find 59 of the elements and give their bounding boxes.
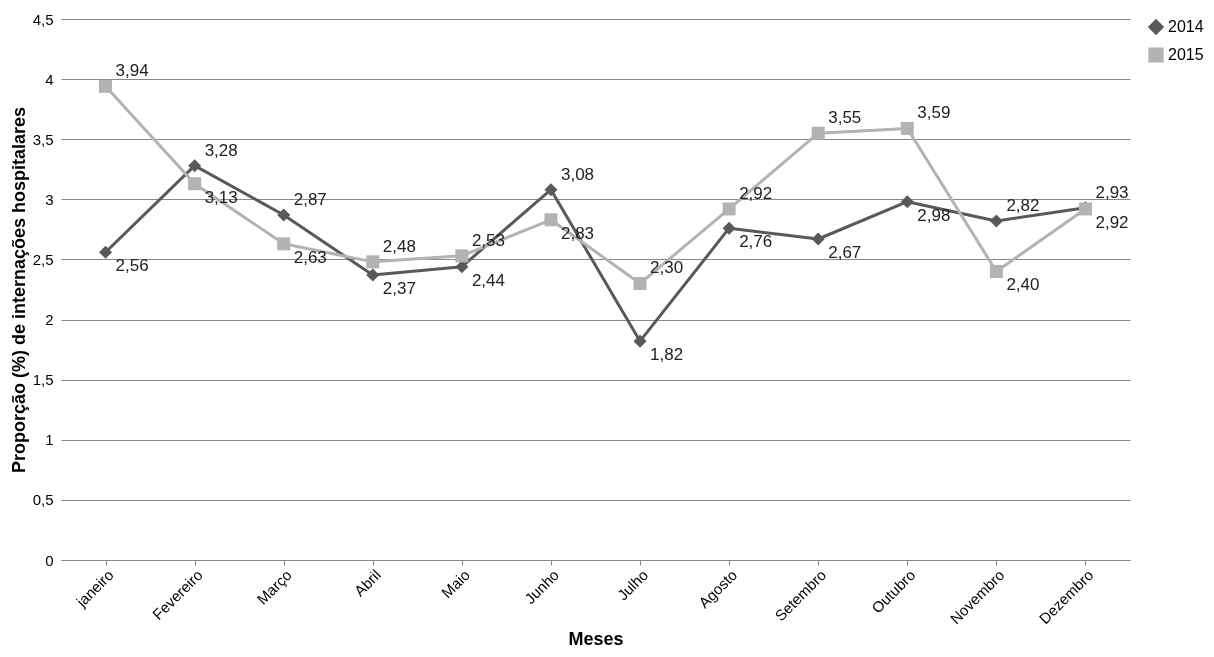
- data-label: 3,13: [204, 187, 238, 207]
- point: [900, 195, 914, 209]
- data-label: 2,30: [650, 258, 684, 278]
- y-tick-label: 0: [45, 551, 54, 569]
- data-label: 2,56: [115, 256, 149, 276]
- data-label: 2,98: [917, 205, 951, 225]
- y-tick-label: 3,5: [32, 130, 54, 148]
- data-label: 3,59: [917, 103, 951, 123]
- y-tick-label: 2: [45, 311, 54, 329]
- point: [455, 260, 469, 274]
- point: [544, 213, 558, 227]
- data-label: 3,28: [204, 140, 238, 160]
- point: [366, 268, 380, 282]
- y-tick-label: 3: [45, 190, 54, 208]
- point: [188, 177, 202, 191]
- y-tick-label: 4: [45, 70, 54, 88]
- legend-label: 2014: [1168, 18, 1204, 35]
- data-label: 3,55: [828, 108, 862, 128]
- point: [99, 79, 113, 93]
- y-tick-label: 1,5: [32, 371, 54, 389]
- data-label: 2,92: [739, 183, 773, 203]
- x-axis-title: Meses: [568, 629, 624, 650]
- point: [811, 232, 825, 246]
- point: [633, 276, 647, 291]
- point: [366, 255, 380, 269]
- point: [900, 121, 914, 135]
- data-label: 2,92: [1095, 212, 1129, 232]
- y-tick-label: 1: [45, 431, 54, 449]
- point: [811, 126, 825, 140]
- data-label: 2,37: [382, 279, 416, 299]
- data-label: 2,76: [739, 232, 773, 252]
- data-label: 2,63: [293, 247, 327, 267]
- data-label: 3,08: [560, 164, 595, 184]
- data-label: 2,40: [1006, 275, 1040, 295]
- y-tick-label: 4,5: [32, 10, 54, 28]
- y-tick-label: 0,5: [32, 491, 54, 509]
- point: [633, 334, 647, 348]
- point: [544, 183, 558, 197]
- y-axis-title: Proporção (%) de internações hospitalares: [8, 106, 29, 474]
- data-label: 2,87: [293, 189, 327, 209]
- legend-label: 2015: [1168, 46, 1204, 63]
- data-label: 2,93: [1095, 182, 1129, 202]
- data-label: 2,48: [382, 236, 416, 256]
- point: [722, 221, 736, 235]
- point: [188, 159, 202, 173]
- data-label: 2,82: [1006, 195, 1040, 215]
- point: [455, 249, 469, 263]
- data-label: 2,67: [828, 243, 862, 263]
- point: [722, 202, 736, 216]
- y-tick-label: 2,5: [32, 250, 54, 268]
- data-label: 3,94: [115, 61, 149, 81]
- data-label: 2,53: [471, 230, 505, 250]
- data-label: 2,44: [471, 270, 505, 290]
- point: [989, 214, 1003, 228]
- data-label: 1,82: [650, 345, 684, 365]
- point: [989, 264, 1003, 278]
- point: [277, 208, 291, 222]
- point: [277, 237, 291, 251]
- point: [99, 245, 113, 259]
